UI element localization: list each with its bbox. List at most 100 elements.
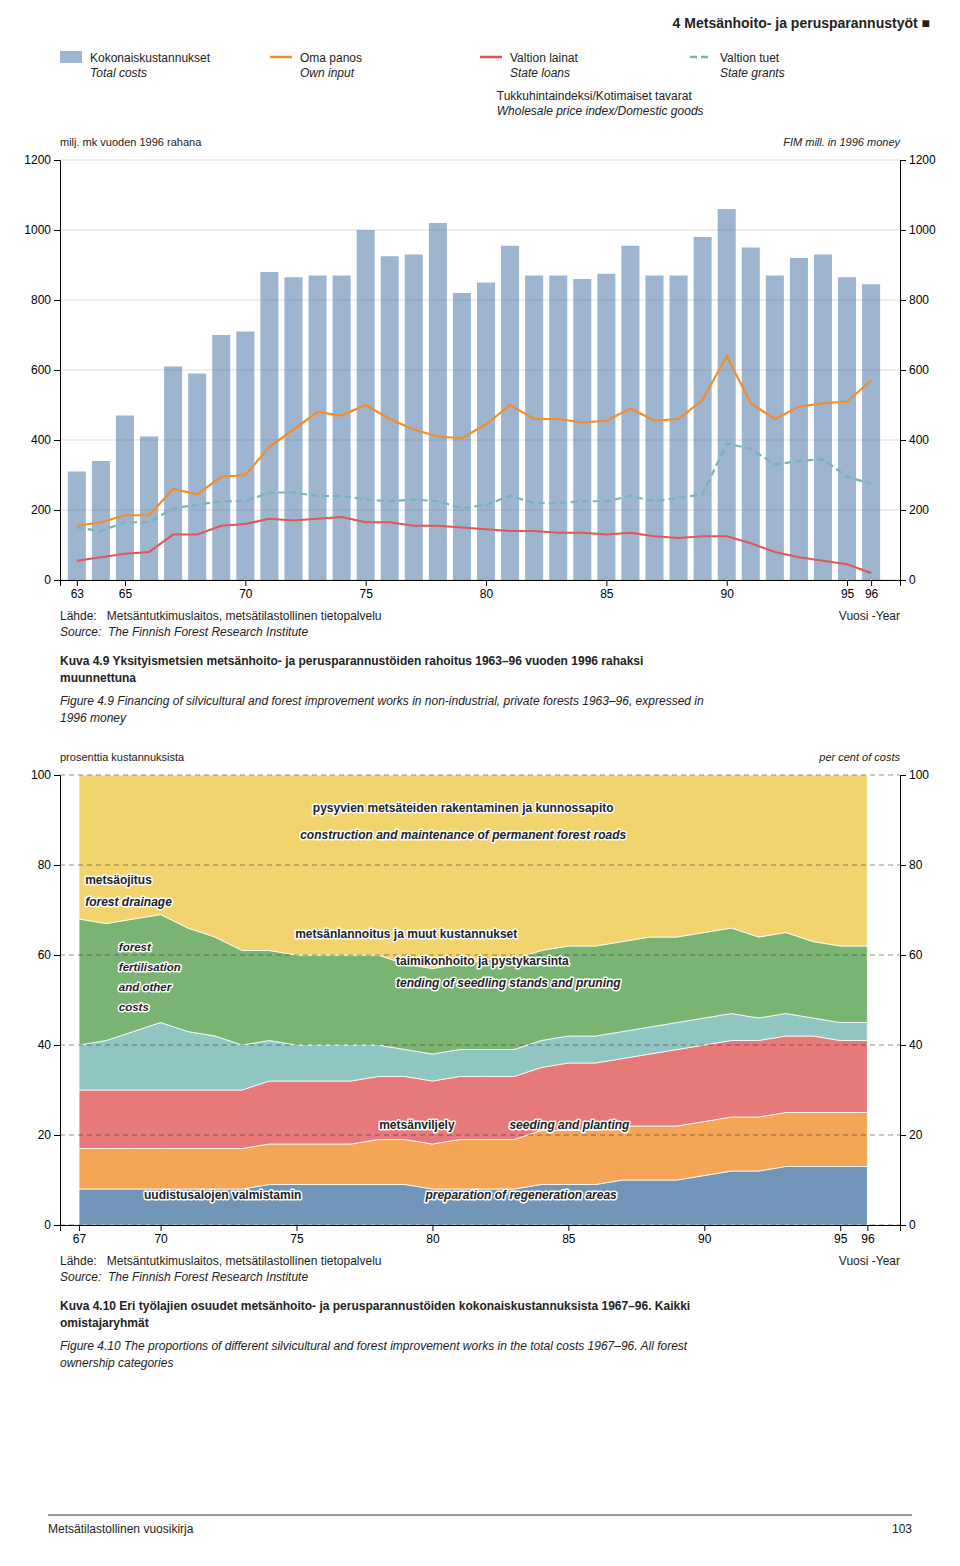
tick-mark: [125, 580, 126, 586]
tick: 200: [31, 503, 60, 517]
tick-mark: [900, 865, 906, 866]
tick: 85: [600, 580, 614, 601]
tick-mark: [871, 580, 872, 586]
tick-mark: [486, 580, 487, 586]
caption: Kuva 4.9 Yksityismetsien metsänhoito- ja…: [60, 654, 643, 668]
bar: [236, 332, 254, 581]
tick-label: 100: [31, 768, 51, 782]
bar: [718, 209, 736, 580]
grid: [60, 775, 900, 1225]
area: [79, 775, 867, 969]
annotation: fertilisation: [119, 961, 181, 973]
bar: [260, 272, 278, 580]
annotation: Tukkuhintaindeksi/Kotimaiset tavarat: [497, 89, 693, 103]
tick-mark: [54, 230, 60, 231]
annotation: preparation of regeneration areas: [424, 1188, 617, 1202]
tick-label: 600: [31, 363, 51, 377]
tick: 1000: [900, 223, 936, 237]
caption: ownership categories: [60, 1356, 173, 1370]
tick-label: 1000: [909, 223, 936, 237]
x-axis-title: Vuosi -Year: [839, 1254, 900, 1268]
x-axis-title: Vuosi -Year: [839, 609, 900, 623]
tick-label: 96: [865, 587, 879, 601]
tick: 70: [239, 580, 253, 601]
x-axis: 6770758085909596: [61, 1225, 901, 1246]
tick: 800: [31, 293, 60, 307]
axis-line: [54, 776, 61, 1226]
tick: 75: [359, 580, 373, 601]
legend-label: Kokonaiskustannukset: [90, 51, 211, 65]
tick-label: 40: [38, 1038, 52, 1052]
tick: 60: [38, 948, 60, 962]
tick-label: 90: [721, 587, 735, 601]
bar: [670, 276, 688, 581]
source: Lähde: Metsäntutkimuslaitos, metsätilast…: [60, 1254, 382, 1268]
x-axis: 636570758085909596: [61, 580, 901, 601]
tick: 67: [73, 1225, 87, 1246]
tick-label: 0: [909, 1218, 916, 1232]
tick-mark: [900, 955, 906, 956]
tick: 80: [426, 1225, 440, 1246]
chart: 6365707580859095960200400600800100012000…: [24, 51, 936, 725]
tick-label: 1200: [909, 153, 936, 167]
tick-label: 75: [359, 587, 373, 601]
footer-page-number: 103: [892, 1522, 912, 1536]
tick-mark: [54, 1135, 60, 1136]
tick-mark: [606, 580, 607, 586]
axis-line: [61, 581, 901, 587]
tick: 65: [119, 580, 133, 601]
bar: [838, 277, 856, 580]
area-label: taimikonhoito ja pystykarsinta: [396, 954, 569, 968]
tick: 90: [698, 1225, 712, 1246]
tick-label: 67: [73, 1232, 87, 1246]
legend-swatch: [690, 56, 712, 59]
tick-mark: [54, 300, 60, 301]
tick: 600: [31, 363, 60, 377]
legend: KokonaiskustannuksetTotal costsOma panos…: [60, 51, 785, 80]
tick: 40: [38, 1038, 60, 1052]
line: [77, 444, 871, 532]
bar: [862, 284, 880, 580]
area-label: metsänlannoitus ja muut kustannukset: [295, 927, 517, 941]
tick-label: 95: [834, 1232, 848, 1246]
bar: [525, 276, 543, 581]
annotation: forest: [119, 941, 152, 953]
legend-label: Valtion tuet: [720, 51, 780, 65]
tick-mark: [900, 370, 906, 371]
bar: [573, 279, 591, 580]
tick-mark: [568, 1225, 569, 1231]
y-axis: 020040060080010001200: [24, 153, 60, 587]
tick: 96: [861, 1225, 875, 1246]
tick-label: 80: [909, 858, 923, 872]
annotation: Wholesale price index/Domestic goods: [497, 104, 704, 118]
grid-line: [60, 160, 900, 161]
bar: [766, 276, 784, 581]
tick-label: 95: [841, 587, 855, 601]
annotation: construction and maintenance of permanen…: [300, 828, 626, 842]
legend-label: Valtion lainat: [510, 51, 578, 65]
caption: muunnettuna: [60, 671, 136, 685]
chart: 6770758085909596020406080100020406080100…: [31, 751, 929, 1370]
tick-mark: [366, 580, 367, 586]
caption: omistajaryhmät: [60, 1316, 149, 1330]
tick-mark: [54, 775, 60, 776]
tick-mark: [54, 865, 60, 866]
tick: 85: [562, 1225, 576, 1246]
legend-label: Oma panos: [300, 51, 362, 65]
legend-label: State loans: [510, 66, 570, 80]
grid: [60, 160, 900, 580]
tick-label: 96: [861, 1232, 875, 1246]
caption: Figure 4.9 Financing of silvicultural an…: [60, 694, 704, 708]
footer-rule: [48, 1515, 912, 1516]
tick-mark: [79, 1225, 80, 1231]
tick: 80: [38, 858, 60, 872]
y-axis: 020406080100: [31, 768, 61, 1232]
bar: [333, 276, 351, 581]
tick-label: 75: [290, 1232, 304, 1246]
tick: 400: [31, 433, 60, 447]
tick-label: 600: [909, 363, 929, 377]
y-axis-title: milj. mk vuoden 1996 rahana: [60, 136, 202, 148]
area-label: pysyvien metsäteiden rakentaminen ja kun…: [313, 801, 614, 815]
tick: 20: [38, 1128, 60, 1142]
page-root: 4 Metsänhoito- ja perusparannustyöt ■636…: [0, 0, 960, 1566]
